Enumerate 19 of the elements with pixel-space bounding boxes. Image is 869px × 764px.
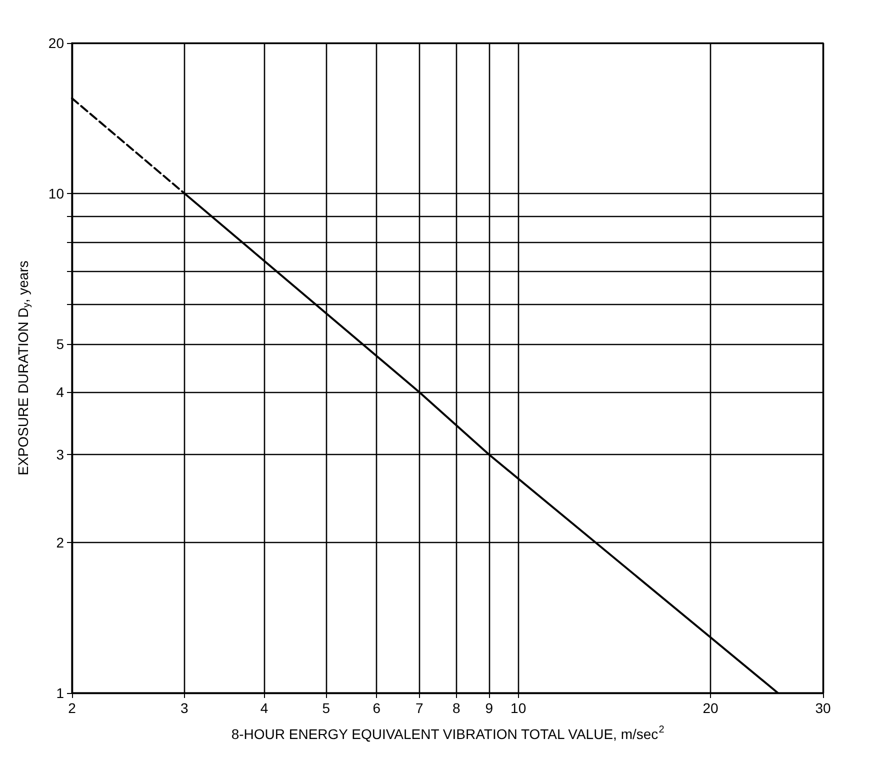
x-tick-label: 8	[452, 700, 461, 716]
x-tick-label: 30	[815, 700, 831, 716]
x-tick-label: 3	[180, 700, 189, 716]
x-tick-label: 7	[416, 700, 424, 716]
y-tick-label: 10	[48, 185, 64, 202]
x-tick-label: 6	[372, 700, 381, 716]
x-tick-label: 20	[702, 700, 719, 716]
y-tick-label: 4	[56, 384, 64, 400]
x-tick-label: 4	[260, 700, 268, 716]
y-axis-title: EXPOSURE DURATION Dy, years	[15, 260, 32, 476]
x-tick-label: 5	[322, 700, 330, 716]
y-tick-label: 20	[48, 35, 64, 51]
y-tick-label: 3	[56, 446, 64, 463]
y-tick-label: 5	[56, 336, 64, 352]
x-tick-label: 9	[485, 700, 494, 716]
y-tick-label: 2	[56, 534, 64, 551]
y-tick-label: 1	[56, 685, 64, 701]
x-tick-label: 2	[68, 700, 76, 716]
x-tick-label: 10	[510, 700, 526, 716]
